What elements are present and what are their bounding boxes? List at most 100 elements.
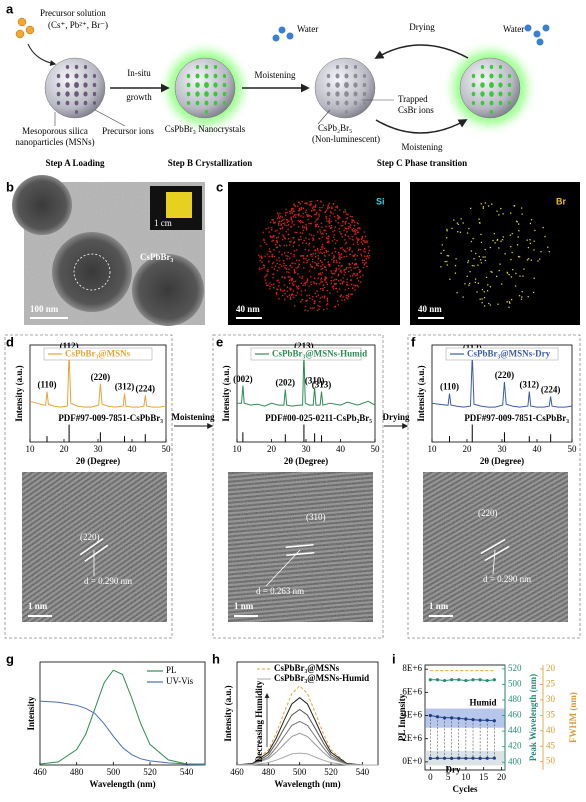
eds-dot (331, 276, 333, 279)
eds-dot (468, 227, 470, 230)
eds-dot (286, 221, 289, 223)
eds-dot (361, 243, 364, 245)
pore (92, 91, 97, 97)
eds-dot (339, 231, 341, 233)
x-tick-label: 0 (428, 772, 433, 782)
spacing-mark (480, 538, 506, 555)
eds-dot (320, 279, 322, 281)
eds-dot (298, 220, 301, 223)
eds-dot (342, 277, 344, 279)
eds-dot (321, 281, 324, 283)
eds-dot (457, 231, 459, 233)
eds-dot (333, 234, 335, 236)
eds-dot (276, 241, 278, 243)
eds-dot (314, 206, 317, 208)
eds-dot (308, 270, 311, 272)
eds-dot (345, 241, 348, 244)
eds-dot (493, 232, 496, 235)
eds-dot (306, 259, 308, 262)
eds-dot (278, 220, 280, 223)
data-point (450, 678, 454, 682)
eds-dot (313, 306, 315, 309)
eds-dot (337, 273, 340, 276)
eds-dot (485, 276, 488, 279)
eds-dot (292, 262, 294, 264)
eds-dot (336, 206, 339, 209)
eds-dot (509, 234, 512, 236)
panel-letter: i (392, 651, 396, 666)
eds-dot (472, 237, 474, 240)
eds-dot (548, 250, 550, 253)
eds-dot (295, 249, 298, 251)
eds-dot (312, 206, 315, 208)
eds-dot (337, 222, 339, 224)
eds-dot (334, 247, 336, 250)
eds-dot (306, 202, 308, 205)
panel-letter: g (6, 651, 14, 666)
eds-dot (300, 294, 302, 296)
eds-dot (315, 204, 317, 206)
eds-dot (348, 222, 350, 225)
eds-dot (350, 283, 353, 286)
eds-dot (265, 275, 267, 277)
x-tick-label: 540 (180, 767, 194, 777)
eds-dot (323, 251, 325, 254)
eds-dot (340, 271, 342, 273)
eds-dot (321, 246, 323, 248)
eds-dot (508, 273, 510, 276)
eds-dot (288, 271, 290, 274)
eds-dot (283, 244, 285, 247)
pore (326, 73, 331, 79)
eds-dot (329, 206, 331, 209)
eds-dot (308, 233, 311, 235)
eds-dot (291, 293, 294, 296)
eds-dot (259, 245, 262, 247)
eds-dot (318, 308, 320, 310)
x-tick-label: 500 (107, 767, 121, 777)
eds-dot (324, 211, 326, 214)
eds-dot (496, 210, 498, 212)
eds-dot (357, 280, 360, 282)
eds-dot (315, 219, 318, 221)
eds-dot (356, 241, 359, 243)
eds-dot (333, 282, 336, 285)
pore (489, 81, 494, 89)
reference-label: PDF#97-009-7851-CsPbBr₃ (464, 413, 569, 423)
eds-dot (498, 247, 500, 249)
peak-label: (220) (495, 370, 515, 380)
eds-dot (320, 277, 323, 279)
pore (335, 73, 340, 79)
eds-dot (281, 216, 283, 218)
eds-dot (312, 207, 314, 209)
eds-dot (351, 215, 353, 218)
eds-dot (338, 268, 340, 270)
scheme-label: In-situ (127, 68, 151, 78)
eds-dot (299, 219, 301, 222)
data-point (428, 756, 432, 761)
eds-dot (288, 294, 291, 296)
eds-dot (312, 252, 315, 255)
pore (344, 73, 349, 79)
eds-dot (345, 297, 348, 299)
eds-dot (269, 221, 272, 224)
eds-dot (326, 300, 329, 302)
water-molecule (286, 32, 294, 40)
eds-dot (322, 264, 324, 266)
x-tick-label: 460 (33, 767, 47, 777)
eds-dot (341, 235, 343, 238)
eds-dot (311, 255, 313, 257)
eds-dot (532, 291, 535, 294)
eds-dot (358, 271, 361, 273)
eds-dot (490, 270, 492, 273)
eds-dot (280, 223, 282, 225)
pore (195, 73, 200, 79)
eds-dot (302, 216, 304, 218)
eds-dot (277, 224, 280, 226)
eds-dot (325, 269, 328, 271)
eds-dot (263, 239, 265, 242)
x-axis-label: Wavelength (nm) (274, 779, 340, 789)
eds-dot (275, 291, 278, 294)
eds-dot (292, 296, 295, 299)
eds-dot (312, 239, 314, 241)
x-tick-label: 520 (324, 767, 338, 777)
